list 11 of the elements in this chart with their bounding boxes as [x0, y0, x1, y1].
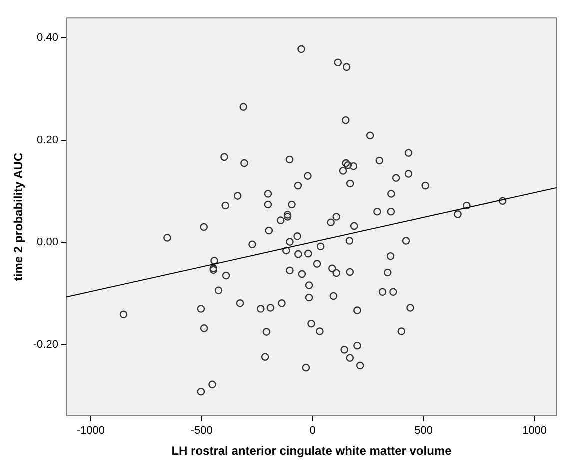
- y-tick-label: 0.00: [37, 236, 58, 249]
- x-tick-label: 1000: [522, 425, 548, 438]
- y-axis-title: time 2 probability AUC: [12, 152, 26, 282]
- y-tick-label: 0.40: [37, 32, 58, 44]
- y-tick-label: -0.20: [33, 338, 58, 351]
- x-tick-label: -1000: [76, 425, 105, 438]
- x-tick-label: 0: [310, 425, 316, 438]
- x-tick-label: 500: [414, 425, 434, 438]
- x-tick-label: -500: [190, 425, 213, 438]
- x-axis-title: LH rostral anterior cingulate white matter volume: [172, 444, 452, 458]
- y-tick-label: 0.20: [37, 134, 58, 146]
